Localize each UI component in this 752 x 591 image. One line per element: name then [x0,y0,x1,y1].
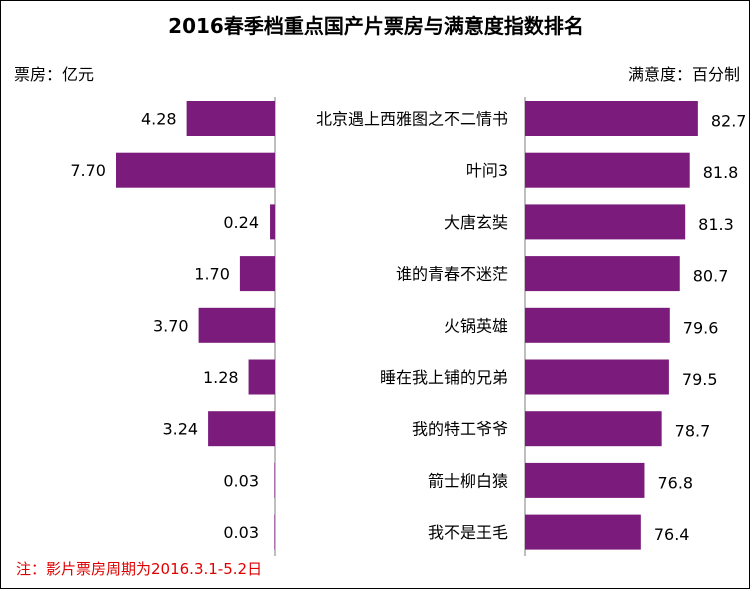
box-office-bar [270,204,275,240]
category-label: 北京遇上西雅图之不二情书 [316,110,508,129]
left-axis-unit: 票房：亿元 [14,65,94,84]
category-label: 叶问3 [466,161,508,180]
satisfaction-bar [525,514,641,550]
right-axis-unit: 满意度：百分制 [628,65,740,84]
satisfaction-value-label: 81.8 [703,163,739,182]
satisfaction-bar [525,256,680,292]
box-office-bar [248,359,275,395]
category-label: 大唐玄奘 [444,213,508,232]
category-label: 箭士柳白猿 [428,471,508,490]
box-office-value-label: 0.03 [223,471,259,490]
satisfaction-bar [525,204,686,240]
box-office-value-label: 1.28 [203,368,239,387]
satisfaction-value-label: 76.8 [657,473,693,492]
box-office-bar [274,462,275,498]
box-office-value-label: 3.70 [153,316,189,335]
category-label: 睡在我上铺的兄弟 [380,368,508,387]
box-office-bar [115,152,276,188]
category-label: 火锅英雄 [444,316,508,335]
satisfaction-bar [525,462,645,498]
footnote: 注：影片票房周期为2016.3.1-5.2日 [16,560,262,578]
satisfaction-bar [525,411,662,447]
satisfaction-value-label: 79.6 [683,318,719,337]
satisfaction-bar [525,359,669,395]
box-office-value-label: 4.28 [141,110,177,129]
chart-title: 2016春季档重点国产片票房与满意度指数排名 [168,14,584,38]
satisfaction-value-label: 79.5 [682,370,718,389]
box-office-bar [274,514,275,550]
category-label: 谁的青春不迷茫 [396,265,508,284]
satisfaction-bar [525,307,670,343]
bars-group: 4.28 北京遇上西雅图之不二情书 82.7 7.70 叶问3 81.8 0.24 大唐玄奘 8… [70,101,746,550]
category-label: 我的特工爷爷 [412,420,508,439]
satisfaction-bar [525,101,698,136]
box-office-value-label: 1.70 [194,265,230,284]
category-label: 我不是王毛 [428,523,508,542]
box-office-bar [186,101,275,136]
box-office-bar [239,256,275,292]
satisfaction-value-label: 82.7 [711,112,747,131]
satisfaction-value-label: 80.7 [693,267,729,286]
satisfaction-value-label: 81.3 [698,215,734,234]
box-office-value-label: 0.24 [223,213,259,232]
satisfaction-bar [525,152,690,188]
box-office-value-label: 0.03 [223,523,259,542]
box-office-value-label: 3.24 [162,420,198,439]
satisfaction-value-label: 76.4 [654,525,690,544]
box-office-value-label: 7.70 [70,161,106,180]
satisfaction-value-label: 78.7 [675,422,711,441]
box-office-bar [208,411,275,447]
box-office-bar [198,307,275,343]
